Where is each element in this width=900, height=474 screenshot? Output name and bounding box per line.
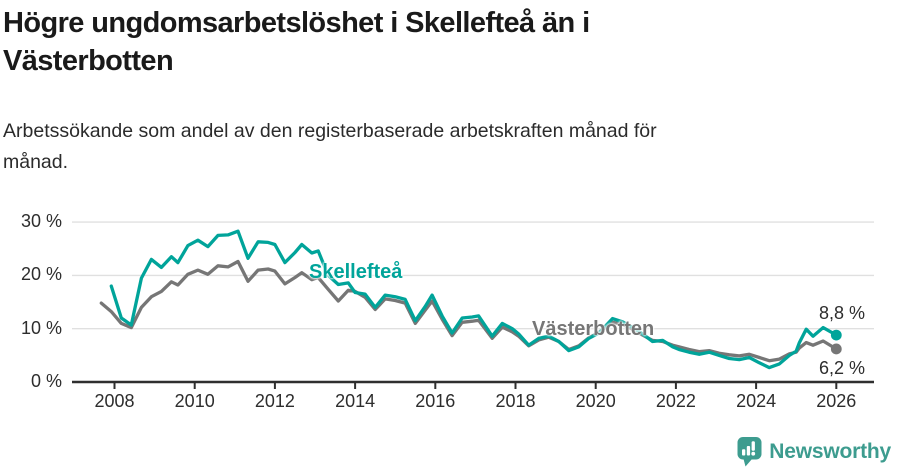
x-tick-label: 2008 [94, 391, 135, 411]
chart-subtitle: Arbetssökande som andel av den registerb… [3, 120, 657, 173]
newsworthy-logo: Newsworthy [737, 436, 891, 467]
y-tick-label: 0 % [30, 371, 62, 391]
x-tick-label: 2022 [655, 391, 696, 411]
x-tick-label: 2018 [495, 391, 536, 411]
end-value-label-skelleftea: 8,8 % [819, 303, 866, 323]
series-label-vasterbotten: Västerbotten [532, 318, 655, 340]
x-tick-label: 2010 [174, 391, 215, 411]
y-tick-label: 20 % [20, 264, 62, 285]
x-tick-label: 2020 [575, 391, 616, 411]
bar-chart-bubble-icon [737, 437, 762, 467]
chart-title: Högre ungdomsarbetslöshet i Skellefteå ä… [3, 7, 590, 78]
x-tick-label: 2026 [816, 391, 857, 411]
x-tick-label: 2016 [415, 391, 456, 411]
y-tick-label: 30 % [20, 211, 62, 232]
x-tick-label: 2014 [335, 391, 376, 411]
end-value-label-vasterbotten: 6,2 % [819, 358, 866, 378]
brand-name: Newsworthy [769, 439, 891, 463]
x-tick-label: 2024 [736, 391, 777, 411]
x-tick-label: 2012 [254, 391, 295, 411]
y-tick-label: 10 % [20, 317, 62, 338]
series-label-skelleftea: Skellefteå [309, 261, 403, 283]
